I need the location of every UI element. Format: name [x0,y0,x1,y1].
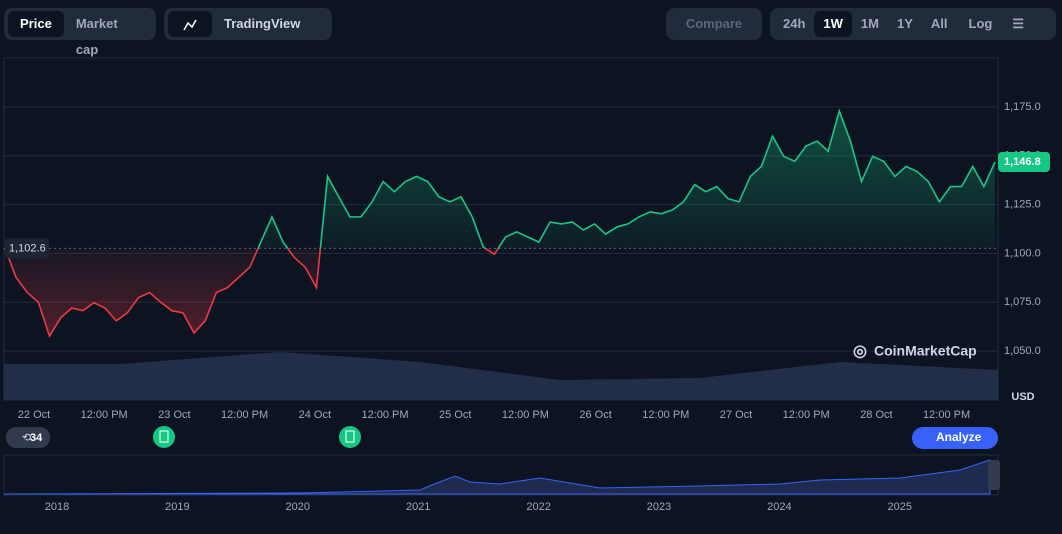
analyze-button[interactable]: Analyze [912,427,998,449]
last-price-box [998,151,1050,172]
x-tick-label: 12:00 PM [81,409,128,421]
y-tick-label: 1,075.0 [1004,296,1041,308]
event-marker[interactable] [153,426,175,448]
x-tick-label: 12:00 PM [221,409,268,421]
x-tick-label: 23 Oct [158,409,190,421]
view-tabs: Price Market cap [4,8,156,57]
price-line [4,108,996,338]
alerts-badge[interactable]: ⟲34 [6,427,50,448]
compare[interactable]: Compare [666,8,762,40]
range-tab[interactable]: 24h [783,16,806,31]
x-tick-label: 25 Oct [439,409,471,421]
range-tabs: 24h 1W 1M 1Y All Log ☰ [770,8,1056,40]
tradingview-button[interactable]: TradingView [212,11,312,37]
tradingview-label: TradingView [224,16,301,31]
x-tick-label: 22 Oct [18,409,50,421]
navigator-year: 2021 [406,501,430,513]
navigator-handle[interactable] [988,460,1000,490]
line-style-button[interactable] [168,11,212,37]
range-tab[interactable]: 1Y [896,16,913,31]
line-icon [183,19,197,30]
price-area [5,110,995,337]
tab[interactable]: Market cap [75,16,118,57]
range-tab[interactable]: 1W [814,11,852,37]
baseline-label-box [5,238,49,259]
compare-label: Compare [685,16,743,31]
navigator-year: 2025 [888,501,912,513]
x-tick-label: 12:00 PM [502,409,549,421]
range-tab[interactable]: All [930,16,948,31]
navigator-year: 2022 [526,501,550,513]
navigator-year: 2024 [767,501,791,513]
settings-button[interactable]: ☰ [1012,16,1024,31]
y-tick-label: 1,050.0 [1004,345,1041,357]
y-tick-label: 1,125.0 [1004,198,1041,210]
baseline-label: 1,102.6 [9,242,46,254]
x-tick-label: 27 Oct [720,409,752,421]
x-tick-label: 24 Oct [299,409,331,421]
x-tick-label: 12:00 PM [923,409,970,421]
last-price-label: 1,146.8 [1004,156,1041,168]
navigator-year: 2020 [286,501,310,513]
event-marker[interactable] [339,426,361,448]
navigator-year: 2019 [165,501,189,513]
y-tick-label: 1,175.0 [1004,101,1041,113]
x-tick-label: 12:00 PM [361,409,408,421]
x-tick-label: 12:00 PM [783,409,830,421]
alert-icon: ⟲ [22,432,31,444]
analyze-label: Analyze [936,430,982,444]
currency-label: USD [1011,391,1034,403]
navigator-year: 2023 [647,501,671,513]
x-tick-label: 26 Oct [579,409,611,421]
y-tick-label: 1,100.0 [1004,247,1041,259]
x-tick-label: 12:00 PM [642,409,689,421]
tab[interactable]: Price [8,11,64,37]
navigator-history [3,459,991,495]
log-button[interactable]: Log [968,16,993,31]
chart-style: TradingView [164,8,332,40]
x-tick-label: 28 Oct [860,409,892,421]
volume-area [4,352,998,400]
navigator-year: 2018 [45,501,69,513]
range-tab[interactable]: 1M [860,16,879,31]
watermark-icon: ◎ [853,343,867,360]
watermark: CoinMarketCap [874,343,977,359]
alerts-count: 34 [30,432,43,444]
